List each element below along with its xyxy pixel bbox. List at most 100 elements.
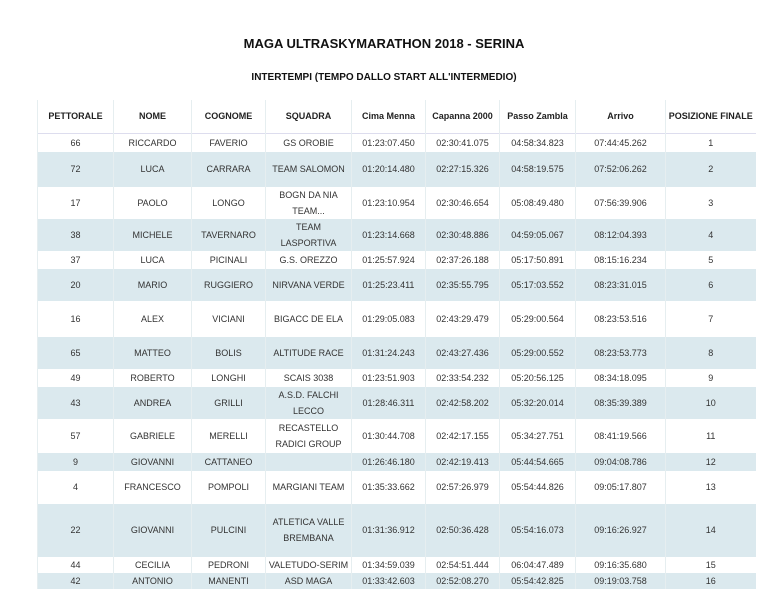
table-row: 9 GIOVANNI CATTANEO 01:26:46.180 02:42:19.41…	[37, 452, 756, 471]
column-header: Arrivo	[575, 100, 666, 134]
table-cell: 01:26:46.180	[351, 452, 426, 471]
table-cell: 05:29:00.564	[499, 300, 576, 337]
table-cell: GIOVANNI	[113, 503, 192, 557]
column-header: Passo Zambla	[499, 100, 576, 134]
table-cell: VICIANI	[191, 300, 266, 337]
table-row: 65 MATTEO BOLIS ALTITUDE RACE 01:31:24.243 02…	[37, 336, 756, 369]
table-cell: 4	[665, 218, 756, 251]
table-row: 4 FRANCESCO POMPOLI MARGIANI TEAM 01:35:33.6…	[37, 470, 756, 504]
table-cell: FAVERIO	[191, 133, 266, 152]
table-cell: 01:30:44.708	[351, 418, 426, 453]
table-cell: 05:17:50.891	[499, 250, 576, 269]
table-cell: 09:16:26.927	[575, 503, 666, 557]
table-row: 72 LUCA CARRARA TEAM SALOMON 01:20:14.480 02:…	[37, 151, 756, 187]
table-cell: 04:58:19.575	[499, 151, 576, 187]
table-cell: 08:35:39.389	[575, 386, 666, 419]
table-cell: 16	[665, 572, 756, 589]
table-cell: PEDRONI	[191, 556, 266, 573]
table-cell: ASD MAGA	[265, 572, 352, 589]
table-cell: 65	[37, 336, 114, 369]
table-cell: 05:54:42.825	[499, 572, 576, 589]
table-cell: 01:25:57.924	[351, 250, 426, 269]
table-row: 43 ANDREA GRILLI A.S.D. FALCHI LECCO 01:28:4…	[37, 386, 756, 419]
table-row: 49 ROBERTO LONGHI SCAIS 3038 01:23:51.903 02:…	[37, 368, 756, 387]
table-cell: 02:30:48.886	[425, 218, 500, 251]
table-cell: 05:34:27.751	[499, 418, 576, 453]
table-cell: LONGHI	[191, 368, 266, 387]
table-cell: 08:23:53.773	[575, 336, 666, 369]
table-cell: BOLIS	[191, 336, 266, 369]
table-cell: RECASTELLO RADICI GROUP	[265, 418, 352, 453]
column-header: POSIZIONE FINALE	[665, 100, 756, 134]
table-cell: LONGO	[191, 186, 266, 219]
table-cell: 02:42:19.413	[425, 452, 500, 471]
table-cell: 3	[665, 186, 756, 219]
table-cell: 13	[665, 470, 756, 504]
table-cell: 6	[665, 268, 756, 301]
table-cell: 10	[665, 386, 756, 419]
table-cell: 08:41:19.566	[575, 418, 666, 453]
table-cell: 02:30:46.654	[425, 186, 500, 219]
table-cell: 15	[665, 556, 756, 573]
table-header-row: PETTORALE NOME COGNOME SQUADRA Cima Menna Cap…	[37, 100, 756, 134]
table-cell: 9	[665, 368, 756, 387]
table-cell: PAOLO	[113, 186, 192, 219]
table-cell: MANENTI	[191, 572, 266, 589]
table-cell: 02:43:27.436	[425, 336, 500, 369]
table-cell: MARGIANI TEAM	[265, 470, 352, 504]
table-cell: SCAIS 3038	[265, 368, 352, 387]
table-cell: 01:31:36.912	[351, 503, 426, 557]
table-cell: 01:25:23.411	[351, 268, 426, 301]
table-cell: 01:29:05.083	[351, 300, 426, 337]
table-cell: 44	[37, 556, 114, 573]
table-cell: TEAM LASPORTIVA	[265, 218, 352, 251]
table-cell: 02:27:15.326	[425, 151, 500, 187]
table-cell: TAVERNARO	[191, 218, 266, 251]
column-header: Cima Menna	[351, 100, 426, 134]
column-header: SQUADRA	[265, 100, 352, 134]
table-cell: 02:42:17.155	[425, 418, 500, 453]
table-cell: 08:23:31.015	[575, 268, 666, 301]
table-cell: 02:37:26.188	[425, 250, 500, 269]
table-cell: VALETUDO-SERIM	[265, 556, 352, 573]
column-header: NOME	[113, 100, 192, 134]
table-cell: 1	[665, 133, 756, 152]
table-row: 16 ALEX VICIANI BIGACC DE ELA 01:29:05.083 02…	[37, 300, 756, 337]
table-cell: 08:12:04.393	[575, 218, 666, 251]
table-cell: NIRVANA VERDE	[265, 268, 352, 301]
table-cell: BIGACC DE ELA	[265, 300, 352, 337]
table-cell: 01:20:14.480	[351, 151, 426, 187]
table-cell: A.S.D. FALCHI LECCO	[265, 386, 352, 419]
table-cell: 02:54:51.444	[425, 556, 500, 573]
table-row: 38 MICHELE TAVERNARO TEAM LASPORTIVA 01:23:1…	[37, 218, 756, 251]
table-cell: ATLETICA VALLE BREMBANA	[265, 503, 352, 557]
table-row: 22 GIOVANNI PULCINI ATLETICA VALLE BREMBANA…	[37, 503, 756, 557]
table-cell: 09:05:17.807	[575, 470, 666, 504]
table-cell: 22	[37, 503, 114, 557]
table-cell: 02:30:41.075	[425, 133, 500, 152]
table-cell: FRANCESCO	[113, 470, 192, 504]
table-row: 57 GABRIELE MERELLI RECASTELLO RADICI GROUP…	[37, 418, 756, 453]
column-header: COGNOME	[191, 100, 266, 134]
table-cell	[265, 452, 352, 471]
table-cell: GIOVANNI	[113, 452, 192, 471]
table-cell: GRILLI	[191, 386, 266, 419]
table-cell: 14	[665, 503, 756, 557]
table-cell: 17	[37, 186, 114, 219]
table-cell: ALEX	[113, 300, 192, 337]
table-cell: ANTONIO	[113, 572, 192, 589]
table-cell: 42	[37, 572, 114, 589]
table-cell: 08:34:18.095	[575, 368, 666, 387]
table-cell: TEAM SALOMON	[265, 151, 352, 187]
table-cell: POMPOLI	[191, 470, 266, 504]
table-cell: 20	[37, 268, 114, 301]
table-cell: 05:29:00.552	[499, 336, 576, 369]
table-cell: CATTANEO	[191, 452, 266, 471]
table-cell: 38	[37, 218, 114, 251]
table-row: 17 PAOLO LONGO BOGN DA NIA TEAM... 01:23:10.…	[37, 186, 756, 219]
table-cell: 02:35:55.795	[425, 268, 500, 301]
table-cell: 01:35:33.662	[351, 470, 426, 504]
table-row: 42 ANTONIO MANENTI ASD MAGA 01:33:42.603 02:5…	[37, 572, 756, 589]
table-cell: RUGGIERO	[191, 268, 266, 301]
table-cell: 04:59:05.067	[499, 218, 576, 251]
